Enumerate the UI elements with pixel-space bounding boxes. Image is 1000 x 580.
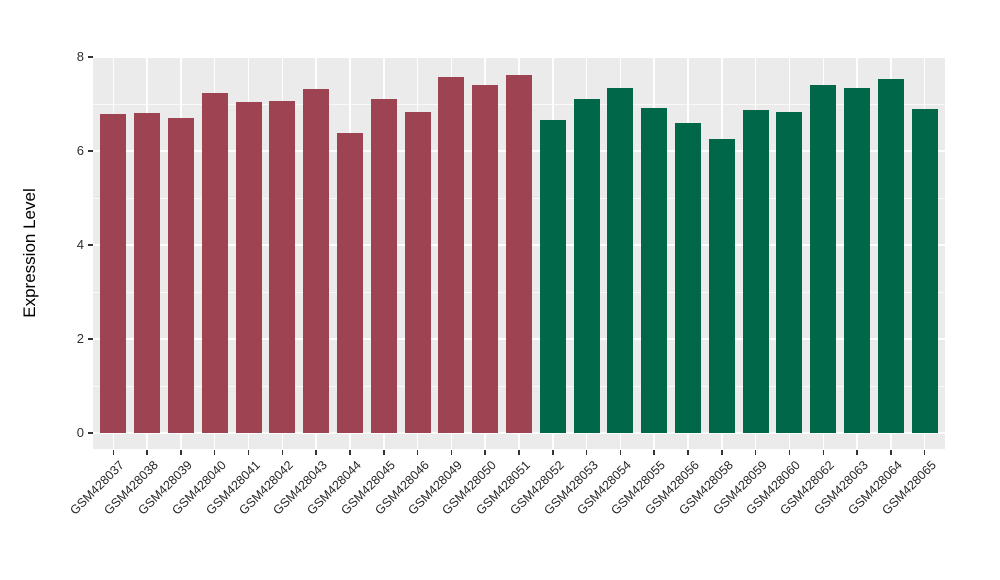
x-tick-mark-GSM428064 xyxy=(890,450,892,455)
x-tick-mark-GSM428043 xyxy=(315,450,317,455)
bar-GSM428046 xyxy=(404,112,431,433)
x-tick-mark-GSM428045 xyxy=(383,450,385,455)
x-tick-mark-GSM428052 xyxy=(552,450,554,455)
y-tick-label-6: 6 xyxy=(76,143,84,158)
bar-GSM428062 xyxy=(810,85,837,433)
x-tick-mark-GSM428065 xyxy=(923,450,926,455)
y-tick-mark-2 xyxy=(88,338,93,340)
bar-GSM428058 xyxy=(708,138,735,433)
x-tick-mark-GSM428049 xyxy=(450,450,453,455)
x-tick-mark-GSM428051 xyxy=(518,450,520,455)
x-tick-mark-GSM428037 xyxy=(112,450,115,455)
x-tick-mark-GSM428062 xyxy=(822,450,825,455)
bar-GSM428060 xyxy=(776,111,803,433)
y-tick-label-0: 0 xyxy=(76,425,84,440)
x-tick-mark-GSM428053 xyxy=(585,450,588,455)
bar-GSM428049 xyxy=(438,77,465,433)
x-tick-mark-GSM428059 xyxy=(754,450,757,455)
bar-GSM428043 xyxy=(303,89,330,433)
bar-GSM428063 xyxy=(844,87,871,433)
x-tick-mark-GSM428040 xyxy=(213,450,216,455)
y-tick-mark-0 xyxy=(88,432,93,434)
x-tick-mark-GSM428056 xyxy=(687,450,689,455)
bar-GSM428044 xyxy=(336,132,363,433)
bar-GSM428056 xyxy=(675,122,702,433)
x-tick-mark-GSM428039 xyxy=(180,450,182,455)
x-tick-mark-GSM428046 xyxy=(416,450,419,455)
x-tick-mark-GSM428042 xyxy=(281,450,284,455)
bar-GSM428037 xyxy=(100,114,127,433)
x-tick-mark-GSM428060 xyxy=(788,450,791,455)
bar-GSM428039 xyxy=(167,118,194,433)
bar-GSM428051 xyxy=(506,75,532,433)
bar-GSM428054 xyxy=(607,88,634,433)
x-tick-mark-GSM428044 xyxy=(349,450,351,455)
y-tick-mark-6 xyxy=(88,150,93,152)
y-tick-mark-8 xyxy=(88,56,93,58)
bar-GSM428041 xyxy=(235,101,262,433)
y-tick-label-2: 2 xyxy=(76,331,84,346)
x-tick-mark-GSM428054 xyxy=(619,450,622,455)
x-tick-mark-GSM428050 xyxy=(484,450,486,455)
bar-GSM428065 xyxy=(911,109,938,433)
bar-GSM428053 xyxy=(573,98,600,433)
y-tick-label-8: 8 xyxy=(76,49,84,64)
bar-GSM428050 xyxy=(472,85,499,433)
bar-GSM428052 xyxy=(539,119,566,433)
bar-GSM428040 xyxy=(201,92,228,433)
x-tick-mark-GSM428063 xyxy=(856,450,858,455)
plot-panel xyxy=(93,56,945,449)
bar-GSM428059 xyxy=(742,110,769,433)
y-axis-title: Expression Level xyxy=(20,188,39,318)
bar-GSM428055 xyxy=(641,108,668,433)
x-tick-mark-GSM428055 xyxy=(653,450,655,455)
bar-GSM428038 xyxy=(134,112,161,433)
bar-GSM428042 xyxy=(269,100,296,433)
y-tick-mark-4 xyxy=(88,244,93,246)
x-tick-mark-GSM428058 xyxy=(721,450,723,455)
bar-GSM428045 xyxy=(370,99,397,433)
y-tick-label-4: 4 xyxy=(76,237,84,252)
x-tick-mark-GSM428038 xyxy=(146,450,148,455)
x-tick-mark-GSM428041 xyxy=(247,450,250,455)
bar-GSM428064 xyxy=(877,78,904,433)
